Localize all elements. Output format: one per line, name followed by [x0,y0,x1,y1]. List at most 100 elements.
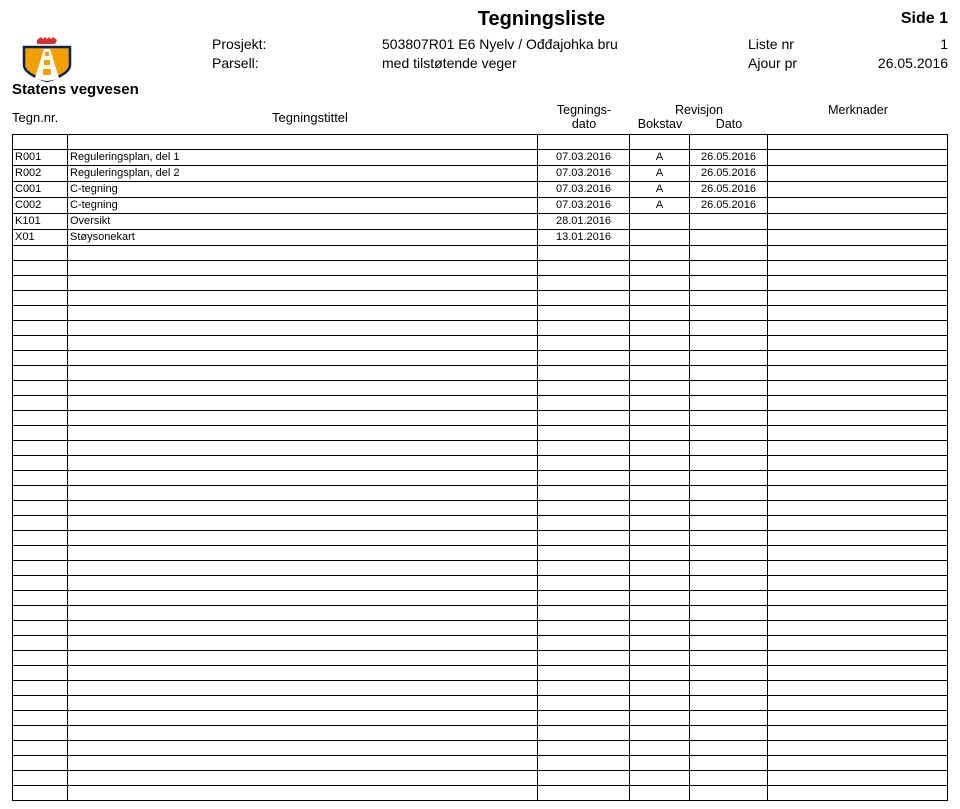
table-row [13,410,948,425]
cell-bokstav [630,635,690,650]
cell-nr [13,275,68,290]
cell-rdato [690,350,768,365]
cell-title [68,680,538,695]
cell-title [68,350,538,365]
cell-bokstav [630,605,690,620]
cell-merk [768,245,948,260]
cell-rdato: 26.05.2016 [690,197,768,213]
cell-dato [538,275,630,290]
cell-nr [13,575,68,590]
cell-rdato [690,740,768,755]
cell-title [68,620,538,635]
cell-merk [768,165,948,181]
cell-nr [13,530,68,545]
cell-dato [538,425,630,440]
cell-merk [768,605,948,620]
cell-nr [13,380,68,395]
cell-bokstav [630,213,690,229]
cell-merk [768,500,948,515]
cell-title [68,455,538,470]
cell-title [68,260,538,275]
cell-dato [538,305,630,320]
cell-merk [768,770,948,785]
cell-title [68,515,538,530]
cell-nr [13,590,68,605]
cell-nr: X01 [13,229,68,245]
table-row [13,260,948,275]
cell-title [68,695,538,710]
cell-dato [538,350,630,365]
cell-nr [13,440,68,455]
table-row [13,605,948,620]
cell-nr: C001 [13,181,68,197]
cell-bokstav: A [630,165,690,181]
cell-dato [538,665,630,680]
cell-rdato [690,710,768,725]
cell-bokstav [630,590,690,605]
cell-bokstav [630,290,690,305]
cell-nr [13,260,68,275]
cell-merk [768,335,948,350]
table-row [13,500,948,515]
cell-title [68,245,538,260]
cell-rdato [690,785,768,800]
table-row [13,530,948,545]
cell-rdato [690,605,768,620]
cell-rdato [690,560,768,575]
cell-title [68,320,538,335]
cell-nr [13,245,68,260]
cell-merk [768,455,948,470]
label-ajour-pr: Ajour pr [748,54,828,73]
cell-nr [13,545,68,560]
cell-dato [538,560,630,575]
cell-dato [538,620,630,635]
cell-rdato [690,275,768,290]
table-row [13,485,948,500]
table-row [13,710,948,725]
cell-dato [538,695,630,710]
cell-rdato [690,425,768,440]
cell-bokstav [630,785,690,800]
cell-bokstav [630,755,690,770]
table-row [13,290,948,305]
cell-dato [538,755,630,770]
cell-rdato [690,695,768,710]
cell-title [68,275,538,290]
cell-bokstav [630,710,690,725]
table-row [13,245,948,260]
cell-nr [13,335,68,350]
cell-dato [538,455,630,470]
cell-merk [768,785,948,800]
cell-dato [538,590,630,605]
table-row [13,785,948,800]
cell-merk [768,350,948,365]
table-row [13,620,948,635]
cell-bokstav [630,275,690,290]
cell-title [68,575,538,590]
cell-dato: 07.03.2016 [538,165,630,181]
cell-merk [768,620,948,635]
cell-merk [768,710,948,725]
cell-nr [13,605,68,620]
cell-nr: K101 [13,213,68,229]
cell-nr [13,470,68,485]
cell-merk [768,134,948,149]
cell-merk [768,695,948,710]
cell-dato [538,770,630,785]
cell-nr [13,365,68,380]
cell-title [68,290,538,305]
cell-title [68,410,538,425]
cell-bokstav [630,575,690,590]
cell-bokstav [630,665,690,680]
cell-nr [13,485,68,500]
table-row [13,134,948,149]
table-row: K101Oversikt28.01.2016 [13,213,948,229]
cell-rdato [690,229,768,245]
cell-title [68,590,538,605]
meta-right: Liste nr Ajour pr 1 26.05.2016 [748,35,948,73]
cell-merk [768,213,948,229]
cell-dato [538,395,630,410]
cell-rdato [690,530,768,545]
cell-merk [768,197,948,213]
table-row [13,695,948,710]
